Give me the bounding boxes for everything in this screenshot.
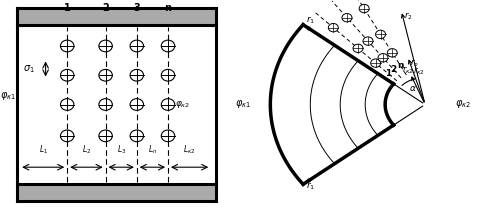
Text: $L_1$: $L_1$ <box>38 143 48 156</box>
Text: 3: 3 <box>133 3 140 13</box>
Text: $\varphi_{\kappa1}$: $\varphi_{\kappa1}$ <box>0 90 16 102</box>
Circle shape <box>375 30 385 38</box>
Text: $\varphi_{\kappa2}$: $\varphi_{\kappa2}$ <box>455 98 470 111</box>
Text: $L_2$: $L_2$ <box>82 143 91 156</box>
Circle shape <box>161 99 175 110</box>
Circle shape <box>342 14 352 22</box>
Circle shape <box>99 69 112 81</box>
Circle shape <box>60 99 74 110</box>
Text: $r_{\kappa2}$: $r_{\kappa2}$ <box>402 65 415 76</box>
Circle shape <box>378 54 388 62</box>
Text: $r_1$: $r_1$ <box>306 15 315 26</box>
Text: $\sigma_1$: $\sigma_1$ <box>23 63 35 75</box>
Circle shape <box>161 40 175 52</box>
Text: 2: 2 <box>102 3 109 13</box>
Circle shape <box>60 40 74 52</box>
Text: n: n <box>397 61 404 70</box>
Text: 1: 1 <box>385 69 391 78</box>
Text: $r_n$: $r_n$ <box>410 57 419 69</box>
Circle shape <box>328 23 338 32</box>
Circle shape <box>130 69 144 81</box>
Text: $r_1$: $r_1$ <box>306 181 315 192</box>
Text: $\alpha$: $\alpha$ <box>409 84 417 93</box>
Circle shape <box>99 130 112 142</box>
Circle shape <box>60 69 74 81</box>
Circle shape <box>130 130 144 142</box>
Circle shape <box>371 59 381 67</box>
Bar <box>17 8 216 25</box>
Circle shape <box>130 99 144 110</box>
Circle shape <box>161 130 175 142</box>
Text: 2: 2 <box>390 65 396 74</box>
Circle shape <box>60 130 74 142</box>
Text: 1: 1 <box>64 3 71 13</box>
Circle shape <box>359 4 369 13</box>
Text: $\varphi_{\kappa2}$: $\varphi_{\kappa2}$ <box>175 99 190 110</box>
Text: $L_{\kappa2}$: $L_{\kappa2}$ <box>183 143 196 156</box>
Circle shape <box>130 40 144 52</box>
Circle shape <box>353 44 363 52</box>
Circle shape <box>99 40 112 52</box>
Circle shape <box>161 69 175 81</box>
Circle shape <box>99 99 112 110</box>
Text: $r_{\kappa2}$: $r_{\kappa2}$ <box>413 66 425 77</box>
Text: n: n <box>165 3 171 13</box>
Text: $r_2$: $r_2$ <box>404 11 412 23</box>
Bar <box>17 184 216 201</box>
Text: $L_n$: $L_n$ <box>148 143 157 156</box>
Circle shape <box>387 49 397 57</box>
Text: $L_3$: $L_3$ <box>117 143 126 156</box>
Text: $\varphi_{\kappa1}$: $\varphi_{\kappa1}$ <box>235 98 252 111</box>
Circle shape <box>363 37 373 45</box>
